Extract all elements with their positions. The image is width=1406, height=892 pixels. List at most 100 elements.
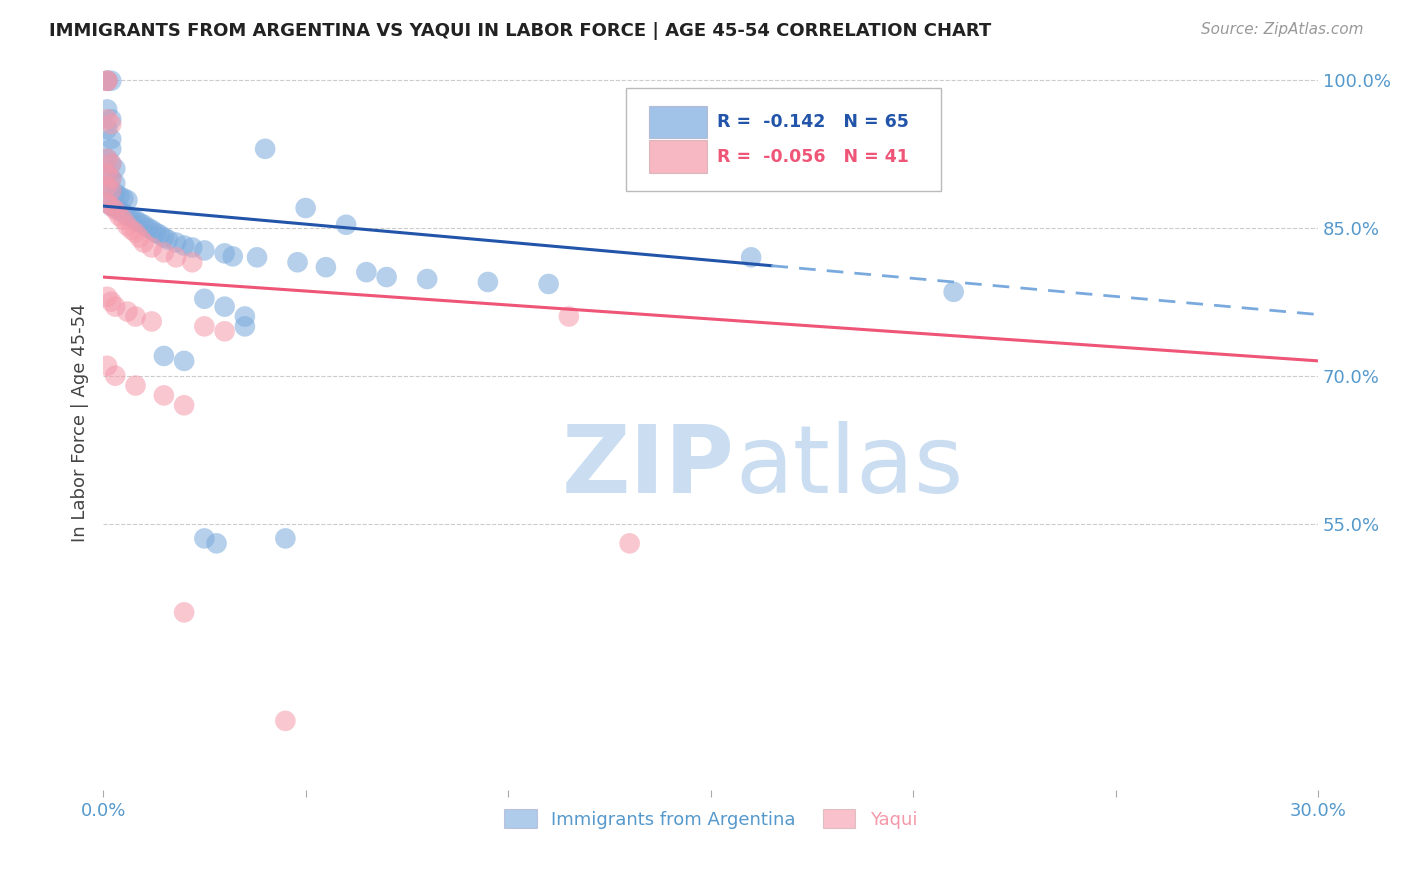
Y-axis label: In Labor Force | Age 45-54: In Labor Force | Age 45-54 <box>72 303 89 541</box>
Point <box>136 220 159 235</box>
Point <box>108 202 131 217</box>
Point <box>274 532 297 546</box>
Point <box>205 536 228 550</box>
Point <box>132 218 155 232</box>
Point <box>173 354 195 368</box>
Point <box>104 201 127 215</box>
Point <box>173 398 195 412</box>
Point <box>121 223 143 237</box>
Point <box>100 171 122 186</box>
Point <box>193 319 215 334</box>
Text: atlas: atlas <box>735 421 963 513</box>
Point <box>181 240 204 254</box>
Point <box>173 238 195 252</box>
Point <box>104 202 127 217</box>
Point <box>375 270 398 285</box>
Point <box>274 714 297 728</box>
Point <box>100 199 122 213</box>
Point <box>141 240 163 254</box>
Point <box>233 319 256 334</box>
Point <box>100 183 122 197</box>
Point <box>193 532 215 546</box>
Point <box>121 211 143 225</box>
Point <box>96 74 118 88</box>
Point <box>96 359 118 373</box>
Point <box>100 142 122 156</box>
Point <box>156 233 179 247</box>
Point <box>117 209 139 223</box>
Text: IMMIGRANTS FROM ARGENTINA VS YAQUI IN LABOR FORCE | AGE 45-54 CORRELATION CHART: IMMIGRANTS FROM ARGENTINA VS YAQUI IN LA… <box>49 22 991 40</box>
Point <box>537 277 560 291</box>
Point <box>112 212 135 227</box>
Point <box>96 196 118 211</box>
Text: Source: ZipAtlas.com: Source: ZipAtlas.com <box>1201 22 1364 37</box>
Point <box>100 156 122 170</box>
Point <box>173 606 195 620</box>
Point <box>222 249 245 263</box>
Point <box>287 255 309 269</box>
Point <box>153 245 176 260</box>
Point <box>100 132 122 146</box>
Point <box>141 223 163 237</box>
Point <box>214 246 236 260</box>
Point <box>100 171 122 186</box>
Point <box>141 314 163 328</box>
Point <box>145 226 167 240</box>
Point <box>315 260 337 275</box>
Point <box>214 324 236 338</box>
Point <box>96 122 118 136</box>
Point <box>96 290 118 304</box>
Point <box>335 218 357 232</box>
Point <box>104 368 127 383</box>
Point <box>108 189 131 203</box>
Point <box>104 186 127 201</box>
Point <box>108 209 131 223</box>
Point <box>104 161 127 176</box>
Point <box>100 117 122 131</box>
Text: ZIP: ZIP <box>562 421 735 513</box>
Point <box>740 250 762 264</box>
Point <box>416 272 439 286</box>
Point <box>96 112 118 127</box>
Point <box>193 292 215 306</box>
Point <box>619 536 641 550</box>
Point <box>153 388 176 402</box>
Point <box>100 74 122 88</box>
Point <box>128 216 150 230</box>
Point <box>124 212 146 227</box>
Point <box>942 285 965 299</box>
Point <box>96 74 118 88</box>
Point <box>100 199 122 213</box>
Point <box>214 300 236 314</box>
Point <box>96 74 118 88</box>
Point <box>124 310 146 324</box>
Point <box>104 300 127 314</box>
Text: R =  -0.056   N = 41: R = -0.056 N = 41 <box>717 147 908 166</box>
Point <box>100 112 122 127</box>
Point <box>117 193 139 207</box>
Point <box>96 152 118 166</box>
Point <box>100 294 122 309</box>
Point <box>246 250 269 264</box>
Point <box>153 349 176 363</box>
Point <box>149 227 172 242</box>
Legend: Immigrants from Argentina, Yaqui: Immigrants from Argentina, Yaqui <box>496 802 924 836</box>
Point <box>477 275 499 289</box>
Point <box>96 196 118 211</box>
FancyBboxPatch shape <box>648 140 707 173</box>
Point <box>165 235 187 250</box>
Point <box>356 265 378 279</box>
Point <box>117 304 139 318</box>
Point <box>153 230 176 244</box>
Point <box>96 166 118 180</box>
Point <box>96 179 118 194</box>
Point <box>96 179 118 194</box>
Point <box>96 103 118 117</box>
Point <box>254 142 277 156</box>
Point <box>165 250 187 264</box>
Point <box>96 152 118 166</box>
Text: R =  -0.142   N = 65: R = -0.142 N = 65 <box>717 113 908 131</box>
Point <box>100 183 122 197</box>
Point <box>132 235 155 250</box>
Point <box>117 219 139 233</box>
